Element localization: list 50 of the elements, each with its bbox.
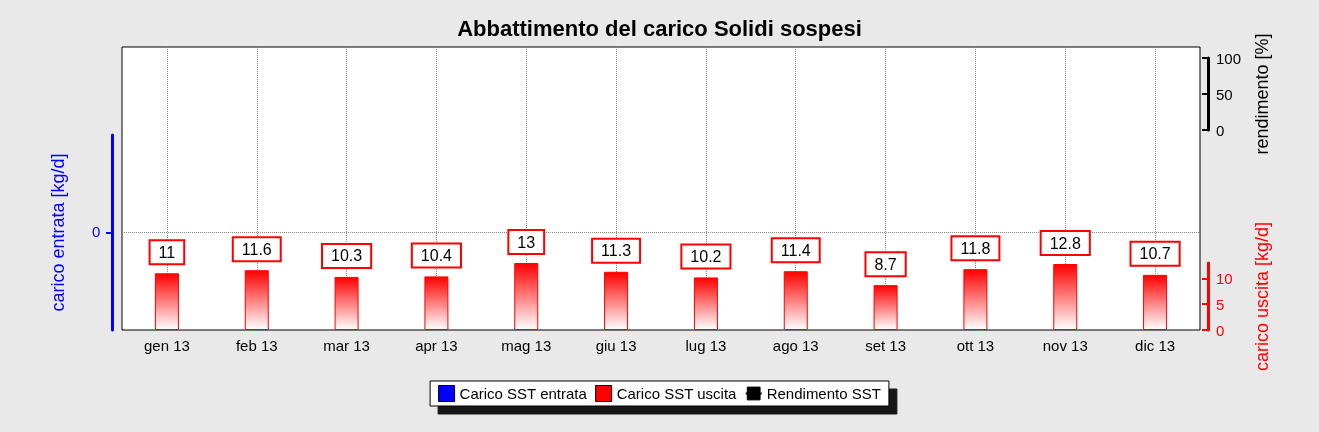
y2-tick-label: 5 bbox=[1216, 295, 1225, 313]
data-label: 11.3 bbox=[601, 242, 632, 260]
bar bbox=[963, 269, 988, 330]
bar bbox=[1143, 274, 1168, 330]
legend-label: Carico SST uscita bbox=[616, 385, 738, 402]
data-label: 12.8 bbox=[1049, 234, 1081, 252]
x-tick-label: dic 13 bbox=[1135, 337, 1176, 354]
y3-axis-title: rendimento [%] bbox=[1252, 33, 1272, 155]
bar bbox=[334, 276, 359, 330]
legend-label: Carico SST entrata bbox=[459, 385, 588, 402]
data-label: 11.8 bbox=[960, 239, 991, 257]
bar bbox=[1053, 264, 1078, 330]
x-tick-label: mar 13 bbox=[323, 337, 370, 354]
x-tick-label: set 13 bbox=[865, 337, 907, 354]
bar bbox=[424, 276, 449, 330]
x-tick-label: gen 13 bbox=[143, 337, 190, 354]
data-label: 10.2 bbox=[690, 247, 722, 265]
data-label: 11.6 bbox=[241, 240, 272, 258]
bar bbox=[783, 271, 808, 330]
x-tick-label: ago 13 bbox=[772, 337, 819, 354]
x-tick-label: nov 13 bbox=[1042, 337, 1088, 354]
x-tick-label: giu 13 bbox=[595, 337, 637, 354]
y2-tick-label: 0 bbox=[1216, 321, 1225, 339]
chart-title: Abbattimento del carico Solidi sospesi bbox=[457, 15, 862, 41]
data-label: 8.7 bbox=[874, 255, 897, 273]
bar bbox=[693, 277, 718, 330]
x-tick-label: apr 13 bbox=[415, 337, 458, 354]
x-tick-label: ott 13 bbox=[956, 337, 995, 354]
y3-tick-label: 0 bbox=[1216, 121, 1225, 139]
x-tick-label: feb 13 bbox=[235, 337, 278, 354]
bar bbox=[514, 263, 539, 330]
y2-tick-label: 10 bbox=[1216, 269, 1233, 287]
data-label: 11 bbox=[158, 243, 176, 261]
data-label: 10.4 bbox=[420, 246, 453, 264]
x-tick-label: lug 13 bbox=[685, 337, 727, 354]
bar bbox=[604, 271, 629, 330]
x-tick-label: mag 13 bbox=[501, 337, 552, 354]
data-label: 11.4 bbox=[780, 241, 811, 259]
y-axis-title: carico entrata [kg/d] bbox=[48, 153, 68, 312]
legend-label: Rendimento SST bbox=[766, 385, 881, 402]
bar bbox=[873, 285, 898, 330]
data-label: 10.3 bbox=[331, 247, 363, 265]
text: 0 bbox=[92, 222, 101, 240]
data-label: 13 bbox=[517, 233, 536, 251]
y3-tick-label: 50 bbox=[1216, 85, 1233, 103]
bar bbox=[244, 270, 269, 330]
bar bbox=[154, 273, 179, 330]
y2-axis-title: carico uscita [kg/d] bbox=[1252, 221, 1272, 372]
data-label: 10.7 bbox=[1139, 245, 1171, 263]
y3-tick-label: 100 bbox=[1216, 49, 1242, 67]
